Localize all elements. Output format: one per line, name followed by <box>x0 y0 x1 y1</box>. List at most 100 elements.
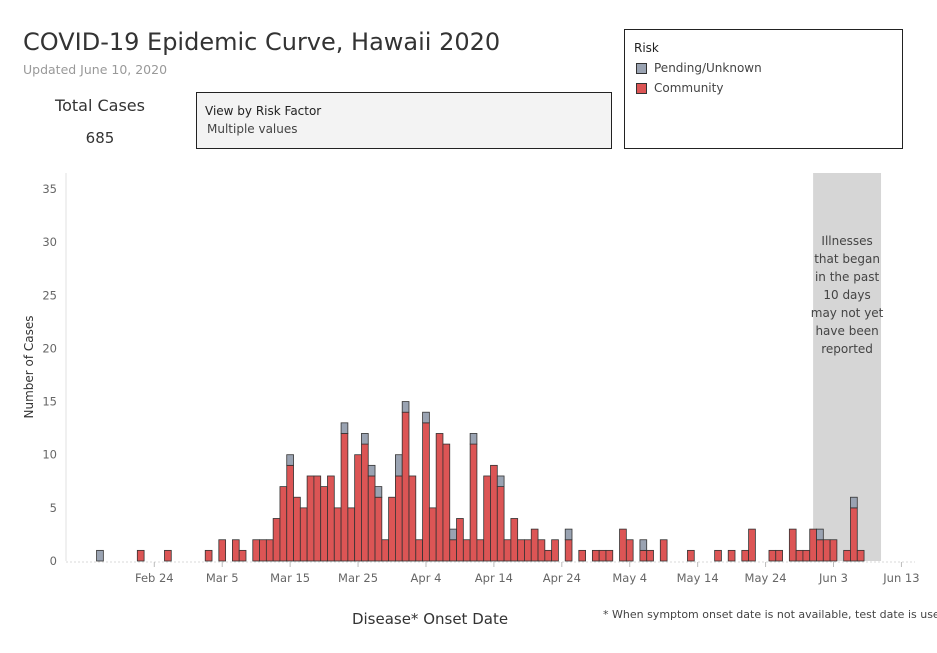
bar-community[interactable] <box>483 475 491 562</box>
bar-community[interactable] <box>347 507 356 562</box>
bar-community[interactable] <box>646 549 654 562</box>
bar-community[interactable] <box>361 443 369 562</box>
legend-item-community[interactable]: Community <box>636 80 723 96</box>
bar-community[interactable] <box>476 539 485 562</box>
bar-community[interactable] <box>299 507 308 562</box>
bar-community[interactable] <box>462 539 471 562</box>
bar-community[interactable] <box>537 539 546 562</box>
bar-community[interactable] <box>374 496 383 562</box>
bar-community[interactable] <box>816 539 824 562</box>
bar-community[interactable] <box>469 443 478 562</box>
bar-community[interactable] <box>727 549 736 562</box>
bar-community[interactable] <box>748 528 756 562</box>
bar-community[interactable] <box>829 539 838 562</box>
bar-community[interactable] <box>741 549 749 562</box>
bar-community[interactable] <box>822 539 831 562</box>
bar-community[interactable] <box>164 549 172 562</box>
bar-community[interactable] <box>530 528 539 562</box>
bar-community[interactable] <box>401 411 410 562</box>
bar-community[interactable] <box>578 549 586 562</box>
bar-community[interactable] <box>456 518 464 562</box>
bar-pending[interactable] <box>374 486 383 498</box>
bar-community[interactable] <box>367 475 376 562</box>
bar-pending[interactable] <box>850 496 858 509</box>
bar-pending[interactable] <box>340 422 349 434</box>
bar-community[interactable] <box>259 539 267 562</box>
bar-community[interactable] <box>659 539 668 562</box>
bar-community[interactable] <box>714 549 722 562</box>
bar-community[interactable] <box>306 475 315 562</box>
bar-community[interactable] <box>395 475 403 562</box>
bar-community[interactable] <box>381 539 390 562</box>
bar-community[interactable] <box>551 539 559 562</box>
bar-community[interactable] <box>313 475 322 562</box>
bar-pending[interactable] <box>422 411 430 424</box>
bar-community[interactable] <box>354 454 362 562</box>
bar-community[interactable] <box>510 518 519 562</box>
bar-community[interactable] <box>795 549 804 562</box>
bar-community[interactable] <box>605 549 614 562</box>
bar-community[interactable] <box>503 539 512 562</box>
bar-community[interactable] <box>564 539 573 562</box>
bar-community[interactable] <box>802 549 811 562</box>
bar-community[interactable] <box>408 475 417 562</box>
bar-community[interactable] <box>591 549 600 562</box>
bar-community[interactable] <box>204 549 213 562</box>
bar-pending[interactable] <box>361 433 369 445</box>
bar-community[interactable] <box>687 549 695 562</box>
bar-community[interactable] <box>320 486 328 562</box>
filter-value[interactable]: Multiple values <box>207 122 298 136</box>
bar-community[interactable] <box>544 549 553 562</box>
bar-community[interactable] <box>598 549 607 562</box>
bar-community[interactable] <box>422 422 430 562</box>
bar-pending[interactable] <box>449 528 457 541</box>
bar-community[interactable] <box>293 496 301 562</box>
reporting-lag-note-line: Illnesses <box>821 234 872 248</box>
bar-community[interactable] <box>809 528 817 562</box>
bar-pending[interactable] <box>639 539 648 551</box>
bar-pending[interactable] <box>496 475 505 488</box>
bar-community[interactable] <box>333 507 342 562</box>
bar-community[interactable] <box>449 539 457 562</box>
bar-community[interactable] <box>442 443 451 562</box>
bar-community[interactable] <box>218 539 227 562</box>
bar-community[interactable] <box>232 539 240 562</box>
bar-community[interactable] <box>435 433 444 562</box>
bar-community[interactable] <box>788 528 797 562</box>
bar-pending[interactable] <box>96 549 104 562</box>
bar-pending[interactable] <box>286 454 294 466</box>
bar-pending[interactable] <box>564 528 573 541</box>
bar-community[interactable] <box>768 549 777 562</box>
bar-community[interactable] <box>415 539 423 562</box>
bar-community[interactable] <box>843 549 851 562</box>
bar-community[interactable] <box>136 549 145 562</box>
bar-community[interactable] <box>496 486 505 562</box>
bar-pending[interactable] <box>367 464 376 477</box>
bar-community[interactable] <box>340 433 349 562</box>
bar-community[interactable] <box>428 507 437 562</box>
bar-community[interactable] <box>775 549 783 562</box>
bar-pending[interactable] <box>469 433 478 445</box>
bar-community[interactable] <box>524 539 532 562</box>
bar-pending[interactable] <box>401 401 410 413</box>
bar-community[interactable] <box>272 518 281 562</box>
bar-community[interactable] <box>327 475 335 562</box>
bar-community[interactable] <box>238 549 247 562</box>
bar-community[interactable] <box>517 539 525 562</box>
bar-community[interactable] <box>252 539 260 562</box>
bar-community[interactable] <box>639 549 648 562</box>
bar-pending[interactable] <box>395 454 403 477</box>
bar-community[interactable] <box>856 549 865 562</box>
bar-pending[interactable] <box>816 528 824 541</box>
bar-community[interactable] <box>850 507 858 562</box>
bar-community[interactable] <box>490 464 498 562</box>
risk-factor-filter[interactable]: View by Risk Factor Multiple values <box>196 92 612 149</box>
bar-community[interactable] <box>388 496 396 562</box>
bar-community[interactable] <box>625 539 634 562</box>
legend-item-pending[interactable]: Pending/Unknown <box>636 60 762 76</box>
bar-community[interactable] <box>279 486 288 562</box>
bar-community[interactable] <box>265 539 274 562</box>
bar-community[interactable] <box>286 464 294 562</box>
y-tick-label: 35 <box>42 182 57 196</box>
bar-community[interactable] <box>619 528 627 562</box>
